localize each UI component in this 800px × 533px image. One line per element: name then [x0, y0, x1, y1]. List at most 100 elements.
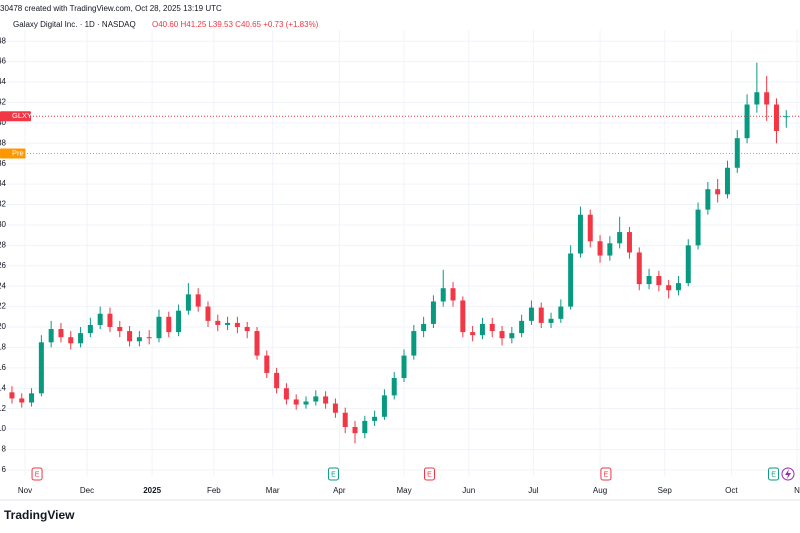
candle-body: [734, 138, 740, 168]
x-tick-label: Feb: [207, 486, 221, 495]
candle-body: [176, 310, 182, 333]
y-tick-label: 40: [0, 118, 7, 127]
x-tick-label: Jun: [462, 486, 475, 495]
candle-body: [764, 92, 770, 105]
event-marker: [768, 467, 780, 481]
price-label: GLXY: [12, 111, 32, 120]
candle-body: [362, 420, 368, 434]
x-tick-label: Sep: [658, 486, 673, 495]
x-tick-label: N: [794, 486, 800, 495]
event-marker: [424, 467, 436, 481]
candle-body: [244, 326, 250, 332]
candle-body: [675, 283, 681, 291]
event-marker: [31, 467, 43, 481]
candle-body: [724, 167, 730, 195]
candle-body: [352, 427, 358, 434]
event-label: E: [604, 471, 609, 478]
candle-body: [783, 116, 789, 118]
candle-body: [607, 243, 613, 256]
candle-body: [313, 396, 319, 402]
candle-body: [225, 322, 231, 325]
candle-body: [617, 232, 623, 244]
candle-body: [38, 342, 44, 394]
event-label: E: [771, 471, 776, 478]
event-marker: [600, 467, 612, 481]
candle-body: [421, 323, 427, 332]
candle-body: [666, 285, 672, 291]
candle-body: [695, 209, 701, 246]
candle-body: [195, 294, 201, 307]
candle-body: [509, 333, 515, 339]
candle-body: [715, 189, 721, 195]
y-tick-label: 34: [0, 179, 7, 188]
candle-body: [58, 329, 64, 338]
x-tick-label: Aug: [593, 486, 607, 495]
candle-body: [48, 329, 54, 343]
candle-body: [254, 331, 260, 356]
y-tick-label: 14: [0, 383, 7, 392]
candle-body: [685, 245, 691, 284]
candle-body: [646, 275, 652, 285]
y-tick-label: 12: [0, 404, 7, 413]
candle-body: [342, 412, 348, 428]
y-tick-label: 46: [0, 57, 7, 66]
y-tick-label: 10: [0, 424, 7, 433]
x-tick-label: May: [396, 486, 411, 495]
candle-body: [626, 232, 632, 253]
y-tick-label: 30: [0, 220, 7, 229]
candle-body: [744, 104, 750, 139]
candle-body: [234, 322, 240, 327]
event-label: E: [35, 471, 40, 478]
candle-body: [205, 306, 211, 321]
x-tick-label: 2025: [143, 486, 161, 495]
x-tick-label: Apr: [333, 486, 346, 495]
price-label-box: [0, 111, 31, 122]
y-tick-label: 8: [2, 445, 7, 454]
candle-body: [548, 318, 554, 323]
y-tick-label: 36: [0, 159, 7, 168]
candle-body: [107, 313, 113, 327]
price-label: Pre: [12, 148, 24, 157]
candle-body: [460, 300, 466, 333]
candle-body: [440, 288, 446, 302]
candle-body: [117, 326, 123, 332]
y-tick-label: 18: [0, 343, 7, 352]
candle-body: [538, 307, 544, 323]
y-tick-label: 20: [0, 322, 7, 331]
candle-body: [528, 307, 534, 321]
candle-body: [401, 355, 407, 379]
x-tick-label: Jul: [528, 486, 538, 495]
candle-body: [558, 306, 564, 319]
candle-body: [166, 316, 172, 333]
candle-body: [264, 355, 270, 373]
y-tick-label: 16: [0, 363, 7, 372]
y-tick-label: 48: [0, 36, 7, 45]
candle-body: [577, 214, 583, 254]
candle-body: [705, 189, 711, 210]
candle-body: [754, 92, 760, 105]
x-tick-label: Mar: [266, 486, 280, 495]
candle-body: [391, 378, 397, 396]
candle-body: [332, 403, 338, 413]
candle-body: [489, 323, 495, 332]
candle-body: [303, 401, 309, 405]
event-marker: [327, 467, 339, 481]
candle-body: [185, 294, 191, 311]
candle-body: [146, 337, 152, 339]
y-tick-label: 42: [0, 98, 7, 107]
candle-body: [519, 320, 525, 334]
candle-body: [215, 320, 221, 325]
candle-body: [450, 288, 456, 301]
candle-body: [372, 416, 378, 421]
candle-body: [470, 332, 476, 336]
x-tick-label: Dec: [80, 486, 94, 495]
candle-body: [87, 324, 93, 334]
candle-body: [656, 275, 662, 286]
candle-body: [430, 301, 436, 324]
candle-body: [156, 316, 162, 339]
y-tick-label: 28: [0, 240, 7, 249]
x-tick-label: Oct: [725, 486, 738, 495]
y-tick-label: 6: [2, 465, 7, 474]
candle-body: [636, 252, 642, 285]
